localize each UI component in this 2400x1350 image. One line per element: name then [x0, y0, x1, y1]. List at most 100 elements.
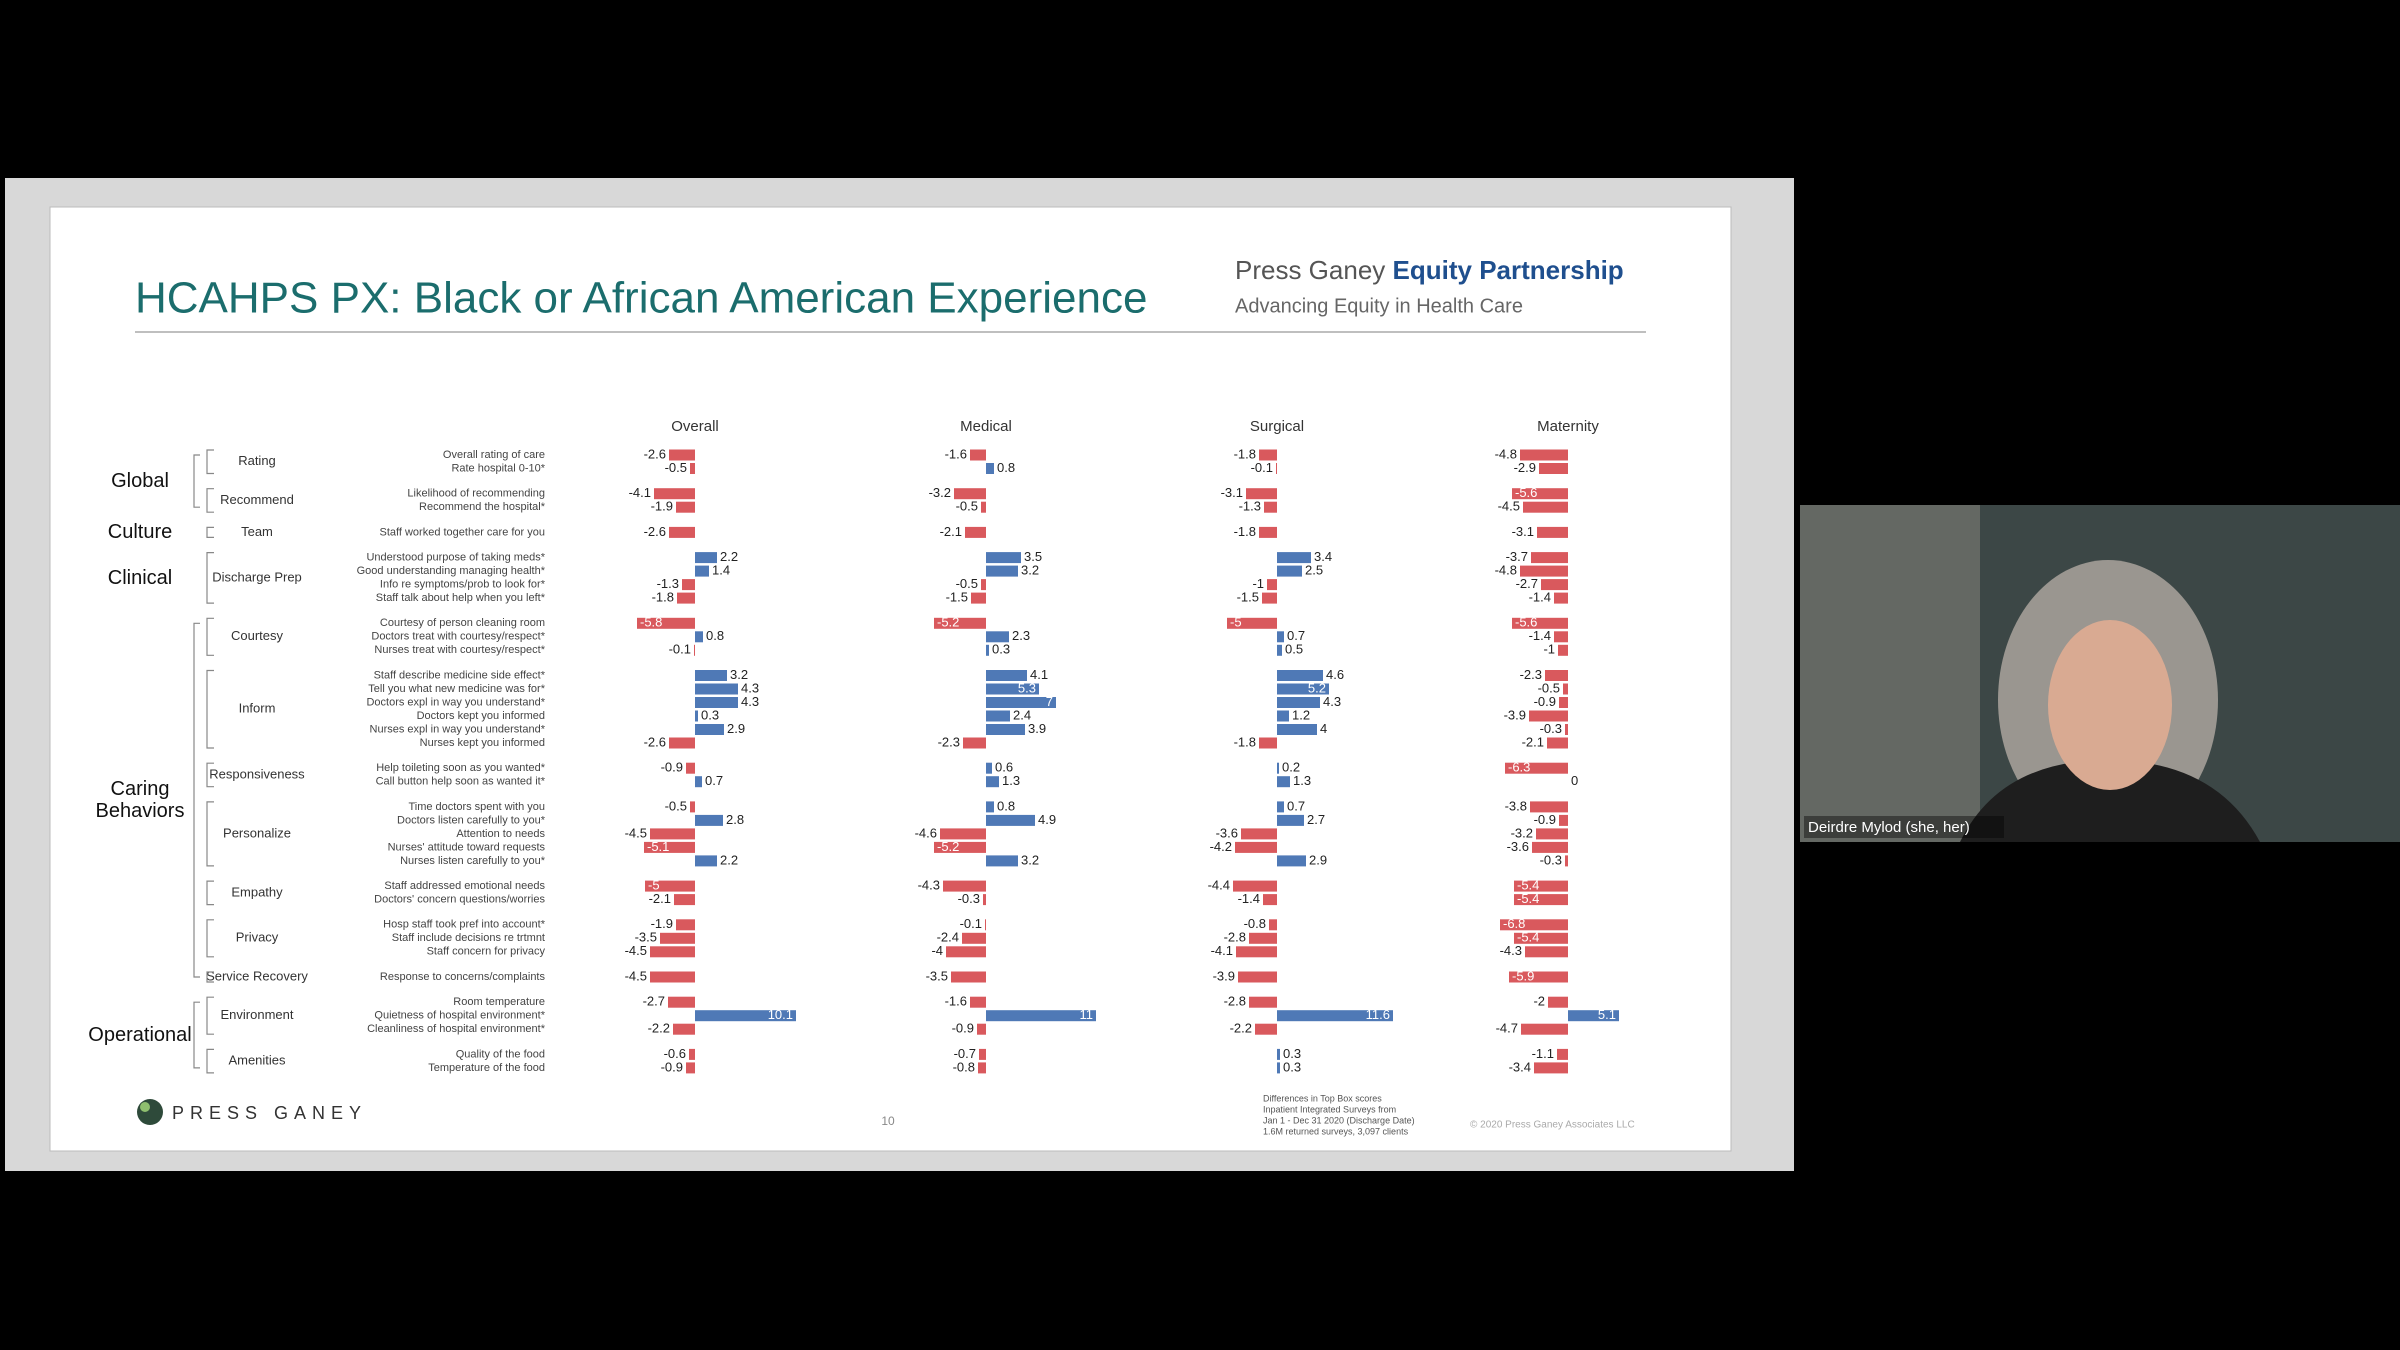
bar	[986, 724, 1025, 735]
group-bracket	[193, 1001, 200, 1069]
bar	[695, 724, 724, 735]
panel-title: Surgical	[1250, 418, 1304, 435]
bar	[954, 488, 986, 500]
value-label: -4.8	[1495, 446, 1517, 461]
value-label: 3.2	[1021, 563, 1039, 578]
bar	[985, 919, 986, 931]
value-label: -2.1	[940, 524, 962, 539]
bar	[1246, 488, 1277, 500]
value-label: -4.1	[1211, 943, 1233, 958]
value-label: -0.5	[956, 499, 978, 514]
bar	[979, 1048, 986, 1060]
value-label: 4.3	[741, 694, 759, 709]
bar	[940, 828, 986, 840]
item-label: Overall rating of care	[443, 449, 545, 461]
bar	[1262, 592, 1277, 604]
value-label: 4	[1320, 721, 1327, 736]
value-label: 0.3	[1283, 1059, 1301, 1074]
bar	[1276, 463, 1277, 474]
value-label: 2.2	[720, 549, 738, 564]
value-label: -2	[1533, 994, 1545, 1009]
bar	[650, 946, 695, 958]
bar	[1545, 670, 1568, 681]
slide	[49, 206, 1732, 1152]
subgroup-bracket	[206, 971, 214, 983]
value-label: -2.1	[649, 891, 671, 906]
value-label: -3.9	[1504, 707, 1526, 722]
bar	[1277, 670, 1323, 681]
value-label: 0.7	[705, 773, 723, 788]
logo-text: PRESS GANEY	[172, 1103, 367, 1123]
item-label: Temperature of the food	[428, 1062, 545, 1074]
bar	[1568, 1010, 1619, 1022]
bar	[650, 828, 695, 840]
value-label: 5.2	[1308, 680, 1326, 695]
value-label: 4.3	[741, 680, 759, 695]
bar	[1514, 894, 1568, 906]
bar	[695, 776, 702, 788]
value-label: -1.5	[946, 590, 968, 605]
bar	[1523, 501, 1568, 513]
bar	[669, 449, 695, 461]
item-label: Doctors treat with courtesy/respect*	[371, 631, 545, 643]
bar	[962, 932, 986, 944]
subgroup-label: Recommend	[220, 492, 294, 507]
value-label: -1.9	[651, 916, 673, 931]
bar	[1277, 1010, 1393, 1022]
item-label: Likelihood of recommending	[407, 488, 545, 500]
bar	[1277, 814, 1304, 826]
value-label: -3.6	[1216, 825, 1238, 840]
item-label: Rate hospital 0-10*	[451, 462, 545, 474]
brand-name: Press Ganey	[1235, 255, 1385, 285]
bar	[644, 841, 695, 853]
value-label: -1.8	[1234, 524, 1256, 539]
bar	[1512, 488, 1568, 500]
item-label: Time doctors spent with you	[408, 801, 545, 813]
item-label: Recommend the hospital*	[419, 501, 546, 513]
group-bracket	[193, 622, 200, 978]
item-label: Quality of the food	[456, 1048, 545, 1060]
bar	[669, 526, 695, 538]
bar	[981, 501, 986, 513]
value-label: -2.7	[643, 994, 665, 1009]
group-bracket	[193, 454, 200, 508]
value-label: 2.3	[1012, 628, 1030, 643]
value-label: -3.4	[1509, 1059, 1531, 1074]
value-label: 0.6	[995, 760, 1013, 775]
bar	[986, 801, 994, 813]
bar	[1514, 880, 1568, 892]
bar	[971, 592, 986, 604]
logo-icon	[137, 1099, 163, 1125]
bar	[1563, 683, 1568, 695]
value-label: 2.8	[726, 812, 744, 827]
subgroup-label: Privacy	[236, 930, 279, 945]
bar	[1277, 565, 1302, 577]
bar	[695, 814, 723, 826]
bar	[986, 565, 1018, 577]
value-label: 0.7	[1287, 628, 1305, 643]
value-label: -0.8	[953, 1059, 975, 1074]
bar	[1277, 776, 1290, 788]
bar	[1255, 1023, 1277, 1035]
bar	[686, 1062, 695, 1074]
group-label: Caring Behaviors	[95, 778, 185, 823]
bar	[986, 776, 999, 788]
bar	[1277, 855, 1306, 867]
value-label: 4.1	[1030, 667, 1048, 682]
value-label: -6.8	[1503, 916, 1525, 931]
brand-program: Equity Partnership	[1393, 255, 1624, 285]
bar	[669, 737, 695, 749]
value-label: -3.2	[929, 485, 951, 500]
bar	[1557, 1048, 1568, 1060]
subgroup-label: Rating	[238, 453, 276, 468]
bar	[977, 1023, 986, 1035]
bar	[1534, 1062, 1568, 1074]
subgroup-bracket	[206, 762, 214, 788]
value-label: -3.1	[1512, 524, 1534, 539]
bar	[1259, 449, 1277, 461]
bar	[1554, 592, 1568, 604]
footnote-line: Jan 1 - Dec 31 2020 (Discharge Date)	[1263, 1115, 1415, 1125]
value-label: 1.2	[1292, 707, 1310, 722]
bar	[1269, 919, 1277, 931]
subgroup-bracket	[206, 617, 214, 656]
